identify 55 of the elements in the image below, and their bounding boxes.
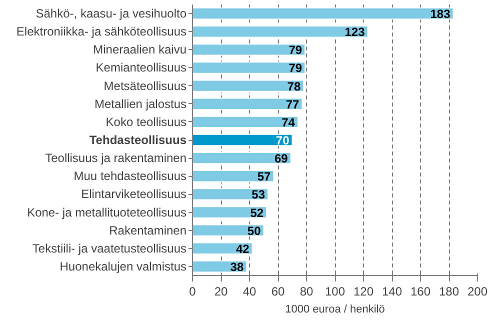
data-label: 78 <box>287 79 301 94</box>
x-tick-label: 180 <box>438 284 460 298</box>
x-tick-label: 120 <box>353 284 374 298</box>
data-label: 77 <box>286 97 300 112</box>
bar <box>192 44 306 56</box>
y-tick-label: Kemianteollisuus <box>96 60 187 75</box>
bar <box>192 7 454 20</box>
y-tick-label: Tekstiili- ja vaatetusteollisuus <box>32 241 187 256</box>
data-label: 70 <box>276 134 290 148</box>
data-label: 38 <box>230 260 244 274</box>
x-tick-label: 60 <box>271 284 285 298</box>
bar <box>192 170 274 182</box>
y-tick-label: Koko teollisuus <box>106 114 187 129</box>
x-tick-label: 160 <box>410 284 431 298</box>
data-label: 79 <box>288 61 302 76</box>
data-label: 50 <box>247 224 262 238</box>
y-tick-label: Metsäteollisuus <box>104 78 187 93</box>
y-tick-label: Kone- ja metallituoteteollisuus <box>27 205 186 220</box>
data-label: 52 <box>250 206 264 220</box>
x-tick-label: 40 <box>242 284 256 298</box>
x-tick-label: 0 <box>189 284 196 298</box>
data-label: 69 <box>274 152 288 166</box>
y-tick-label: Teollisuus ja rakentaminen <box>45 151 187 166</box>
bar <box>192 134 293 146</box>
x-axis-title: 1000 euroa / henkilö <box>285 304 385 316</box>
data-label: 79 <box>288 43 302 58</box>
y-tick-label: Elintarviketeollisuus <box>81 187 187 202</box>
x-tick-label: 100 <box>324 284 346 298</box>
bar <box>192 224 264 236</box>
x-tick-label: 80 <box>300 284 314 298</box>
bar <box>192 98 303 110</box>
y-tick-label: Mineraalien kaivu <box>93 42 187 57</box>
data-label: 123 <box>344 25 366 40</box>
y-tick-label: Tehdasteollisuus <box>89 133 187 147</box>
x-tick-label: 140 <box>382 284 402 298</box>
bar <box>192 116 298 128</box>
y-tick-label: Rakentaminen <box>109 223 187 238</box>
data-label: 183 <box>430 7 451 22</box>
bar <box>192 26 368 38</box>
y-tick-label: Metallien jalostus <box>94 96 186 111</box>
bar <box>192 62 306 74</box>
bar <box>192 188 269 200</box>
bar <box>192 80 304 92</box>
data-label: 53 <box>252 188 266 202</box>
y-tick-label: Elektroniikka- ja sähköteollisuus <box>16 24 187 39</box>
data-label: 57 <box>257 170 272 184</box>
y-tick-label: Sähkö-, kaasu- ja vesihuolto <box>36 6 187 21</box>
x-tick-label: 200 <box>467 284 488 298</box>
bar <box>192 152 292 164</box>
y-tick-label: Muu tehdasteollisuus <box>74 169 186 184</box>
data-label: 74 <box>282 115 296 130</box>
data-label: 42 <box>236 242 250 256</box>
x-tick-label: 20 <box>214 284 228 298</box>
bar <box>192 206 268 218</box>
y-tick-label: Huonekalujen valmistus <box>60 259 186 274</box>
